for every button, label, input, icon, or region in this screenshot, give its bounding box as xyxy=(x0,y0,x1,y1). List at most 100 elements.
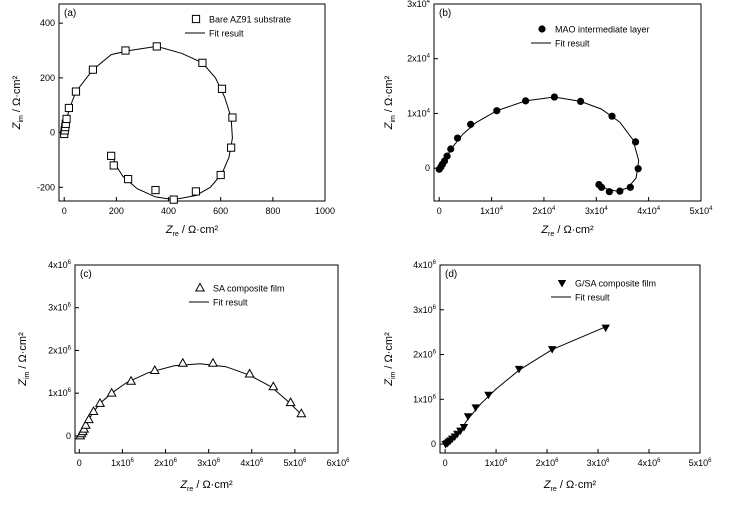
data-point xyxy=(216,170,225,180)
data-point xyxy=(601,324,610,333)
data-point xyxy=(547,346,557,354)
chart-panel-3: 0 1x106 2x106 3x106 4x106 5x106 6x106 0 1x106 2x1… xyxy=(17,260,350,493)
data-point xyxy=(207,357,219,367)
legend-marker xyxy=(191,14,201,24)
y-tick-label: 2x104 xyxy=(407,54,431,64)
x-tick-label: 0 xyxy=(62,206,67,216)
fit-line xyxy=(78,363,302,437)
y-axis-label: Zim / Ω·cm² xyxy=(383,332,397,387)
panel-label: (c) xyxy=(80,269,92,280)
x-tick-label: 2x106 xyxy=(154,458,178,468)
x-axis-label: Zre / Ω·cm² xyxy=(179,479,233,493)
data-point xyxy=(124,175,133,184)
data-point xyxy=(605,188,613,196)
x-tick-label: 4x106 xyxy=(240,458,264,468)
fit-line xyxy=(444,326,606,445)
x-tick-label: 1x106 xyxy=(111,458,135,468)
y-tick-label: -200 xyxy=(37,182,55,192)
y-tick-label: 3x106 xyxy=(413,305,437,315)
y-tick-label: 3x106 xyxy=(48,303,72,313)
data-point xyxy=(71,87,81,96)
data-point xyxy=(88,406,99,416)
data-point xyxy=(616,187,624,195)
data-point xyxy=(576,97,585,106)
panel-label: (a) xyxy=(64,8,76,19)
x-tick-label: 1000 xyxy=(315,206,335,216)
panel-label: (d) xyxy=(445,269,457,280)
data-point xyxy=(463,413,473,421)
x-tick-label: 5x104 xyxy=(690,206,714,216)
x-tick-label: 6x106 xyxy=(327,458,351,468)
x-tick-label: 5x106 xyxy=(283,458,307,468)
legend-label: Bare AZ91 substrate xyxy=(209,15,291,25)
plot-frame xyxy=(433,3,702,202)
data-point xyxy=(151,185,160,195)
legend-label: G/SA composite film xyxy=(575,279,656,289)
y-tick-label: 200 xyxy=(40,73,55,83)
y-tick-label: 0 xyxy=(431,439,436,449)
x-axis-label: Zre / Ω·cm² xyxy=(165,224,219,238)
data-point xyxy=(62,114,71,124)
x-tick-label: 0 xyxy=(77,458,82,468)
x-tick-label: 200 xyxy=(109,206,124,216)
data-point xyxy=(268,381,279,391)
x-tick-label: 0 xyxy=(437,206,442,216)
legend-label: Fit result xyxy=(555,39,590,49)
data-point xyxy=(227,143,236,152)
y-tick-label: 1x106 xyxy=(413,394,437,404)
data-point xyxy=(467,120,475,128)
data-point xyxy=(514,365,524,374)
data-point xyxy=(244,368,255,378)
data-point xyxy=(217,84,227,93)
plot-frame xyxy=(74,264,339,454)
data-point xyxy=(493,107,501,115)
legend-label: Fit result xyxy=(575,293,610,303)
x-tick-label: 2x104 xyxy=(533,206,557,216)
fit-line xyxy=(438,96,640,192)
x-tick-label: 4x104 xyxy=(637,206,661,216)
data-point xyxy=(80,419,91,429)
x-tick-label: 0 xyxy=(443,458,448,468)
legend-marker xyxy=(538,25,546,33)
data-point xyxy=(459,424,469,432)
y-axis-label: Zim / Ω·cm² xyxy=(17,332,31,387)
data-point xyxy=(198,58,207,67)
data-point xyxy=(453,134,462,142)
x-tick-label: 800 xyxy=(265,206,280,216)
data-point xyxy=(107,151,116,160)
data-point xyxy=(634,165,642,173)
data-point xyxy=(471,404,480,412)
data-point xyxy=(121,46,130,55)
data-point xyxy=(109,161,118,170)
data-point xyxy=(484,391,493,400)
data-point xyxy=(94,397,106,407)
y-axis-label: Zim / Ω·cm² xyxy=(383,75,397,130)
x-tick-label: 1x106 xyxy=(485,458,509,468)
y-tick-label: 1x106 xyxy=(48,388,72,398)
data-point xyxy=(228,113,237,122)
data-point xyxy=(152,42,161,51)
legend-label: MAO intermediate layer xyxy=(555,25,650,35)
y-tick-label: 2x106 xyxy=(413,350,437,360)
chart-panel-2: 0 1x104 2x104 3x104 4x104 5x104 0 1x104 2x104 3x1… xyxy=(383,0,713,238)
data-point xyxy=(149,365,160,375)
data-point xyxy=(83,414,94,424)
x-axis-label: Zre / Ω·cm² xyxy=(543,479,597,493)
legend-marker xyxy=(194,282,206,292)
panel-label: (b) xyxy=(439,8,451,19)
y-tick-label: 2x106 xyxy=(48,345,72,355)
x-tick-label: 5x106 xyxy=(689,458,713,468)
y-tick-label: 0 xyxy=(50,128,55,138)
data-point xyxy=(106,387,117,397)
x-tick-label: 3x106 xyxy=(587,458,611,468)
y-tick-label: 0 xyxy=(66,431,71,441)
data-point xyxy=(443,152,451,160)
data-point xyxy=(296,408,307,418)
legend-marker xyxy=(557,280,567,288)
data-point xyxy=(608,112,616,120)
data-point xyxy=(285,397,296,407)
x-tick-label: 600 xyxy=(213,206,228,216)
x-tick-label: 2x106 xyxy=(536,458,560,468)
y-axis-label: Zim / Ω·cm² xyxy=(11,75,25,130)
